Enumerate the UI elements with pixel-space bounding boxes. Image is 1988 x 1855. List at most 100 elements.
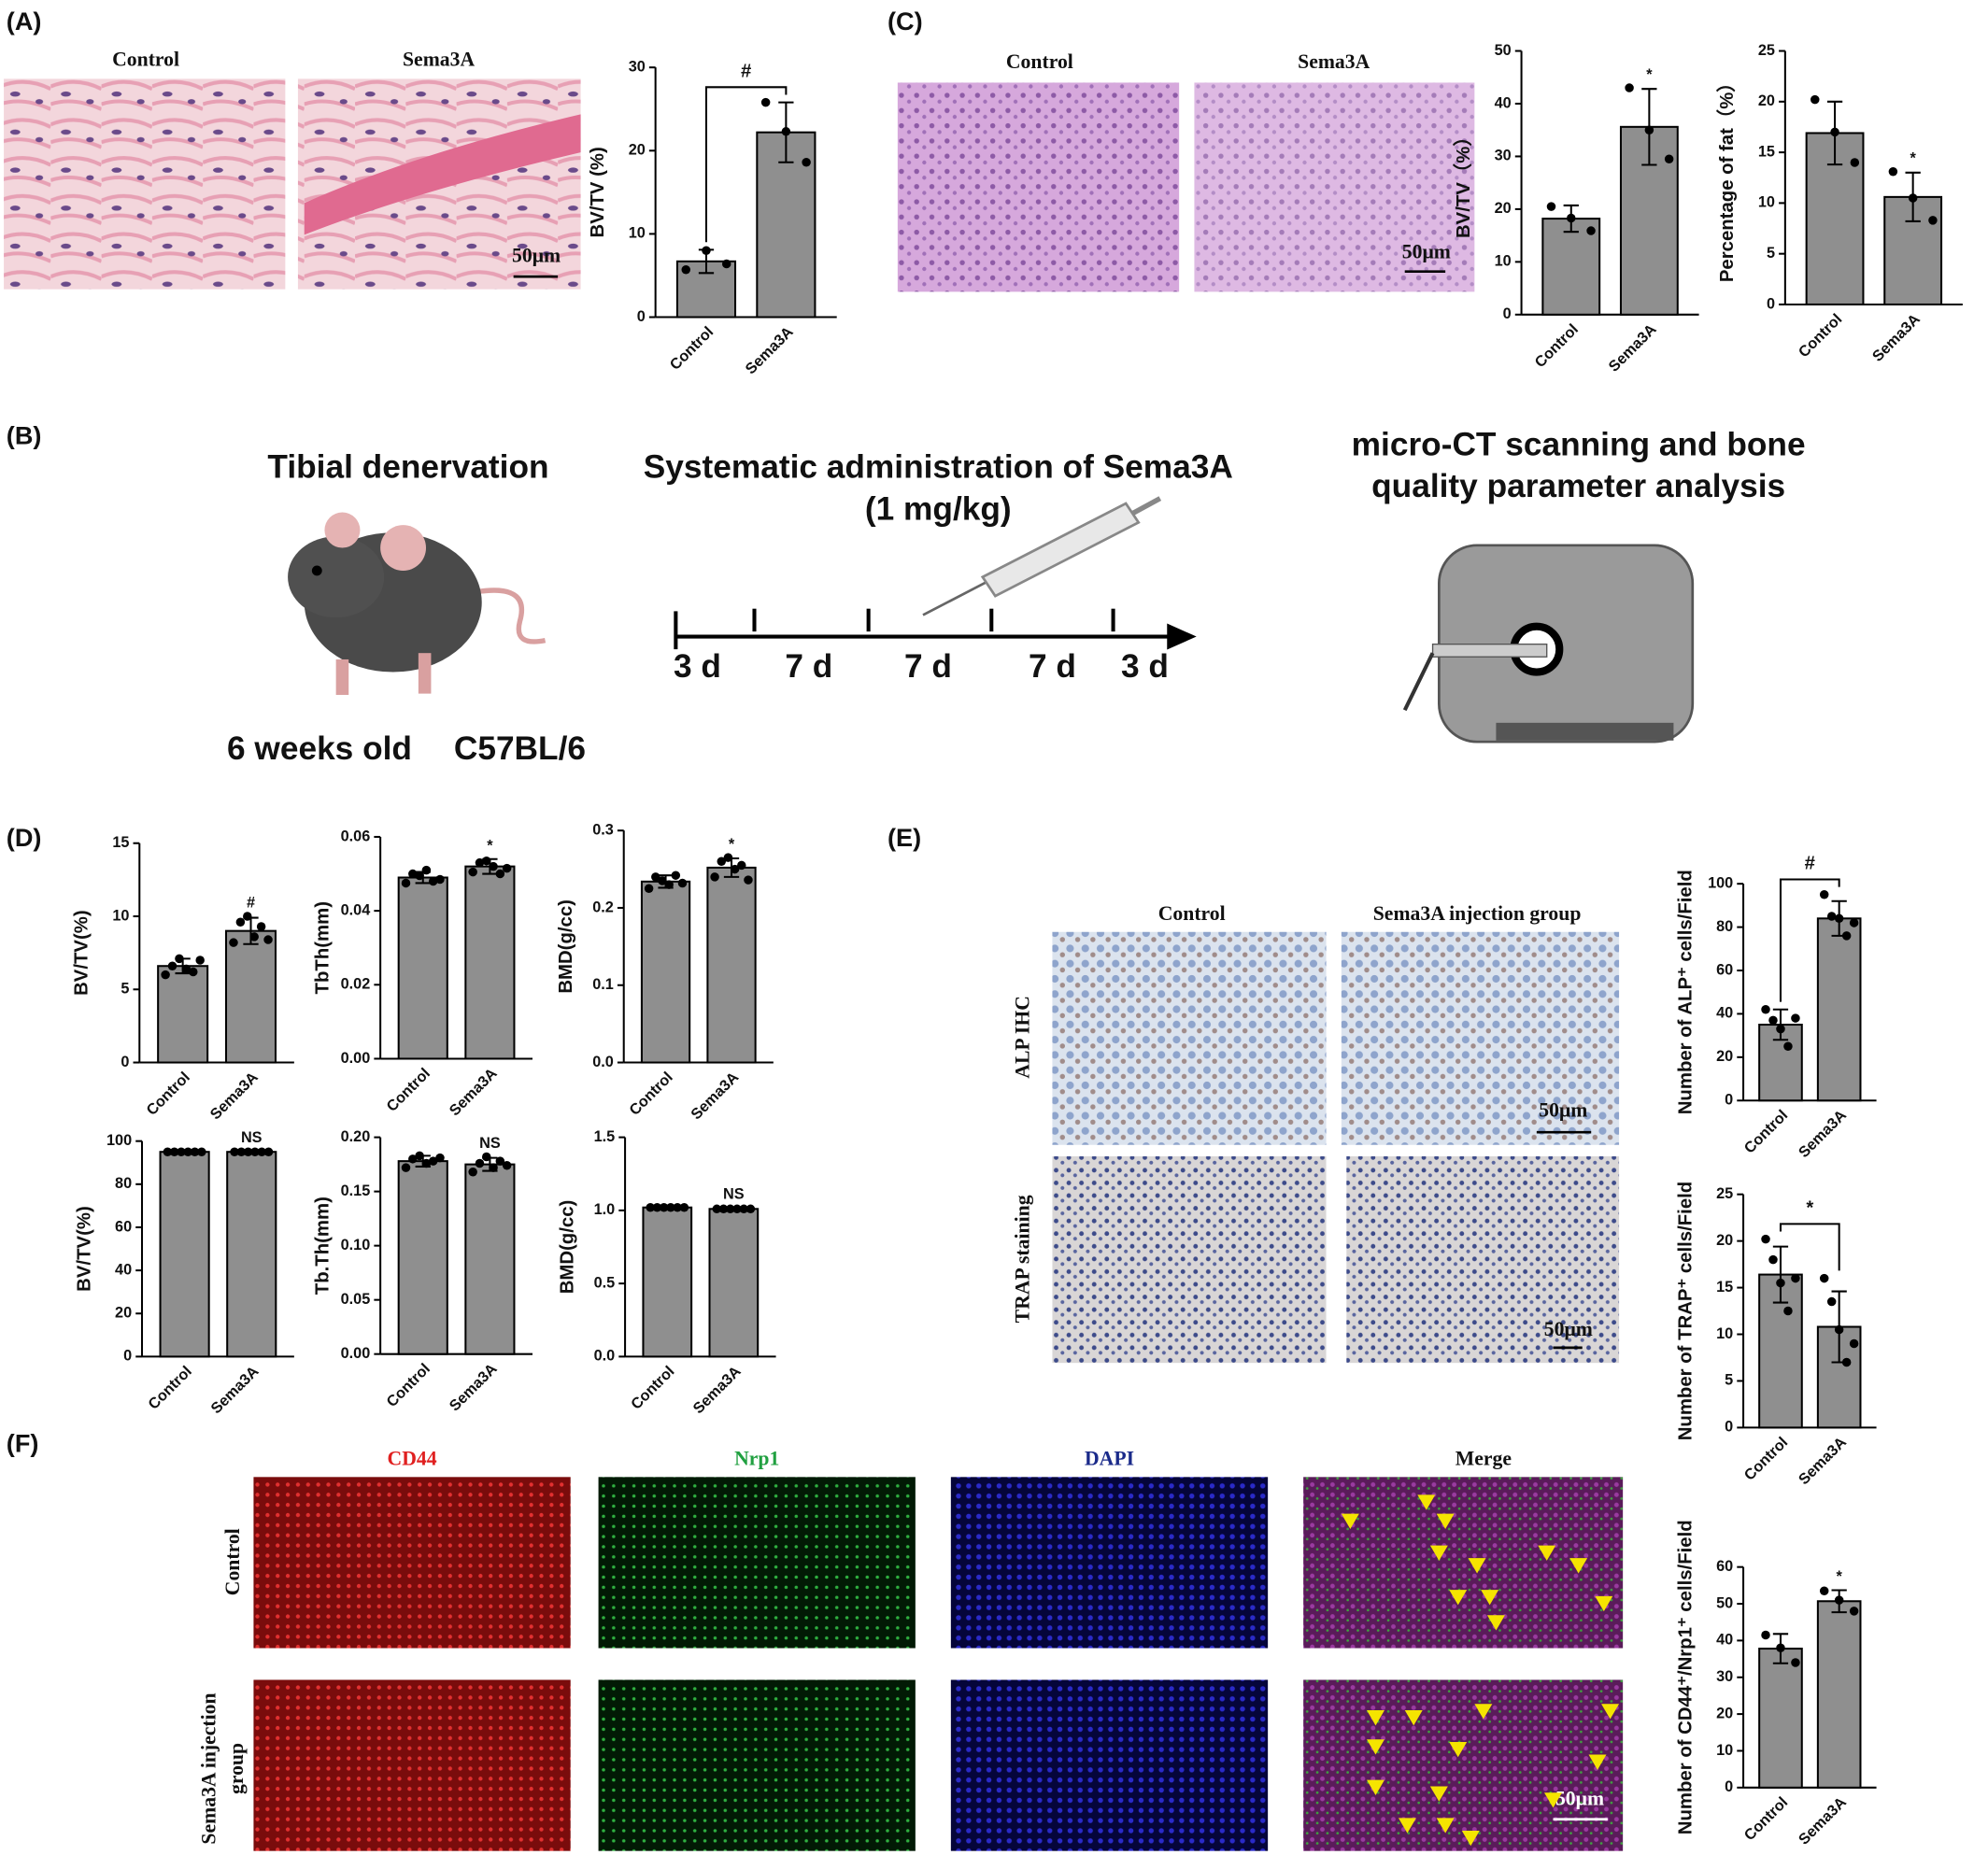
data-point (723, 853, 733, 862)
bar (159, 1151, 210, 1358)
data-point (781, 127, 791, 136)
y-tick-label: 50 (1716, 1594, 1733, 1611)
y-tick-label: 15 (1758, 143, 1775, 160)
data-point (1776, 1278, 1785, 1288)
y-tick-label: 25 (1716, 1185, 1733, 1202)
data-point (717, 857, 727, 867)
data-point (802, 158, 811, 167)
data-point (235, 917, 246, 928)
y-tick-label: 0 (121, 1054, 129, 1070)
significance: * (1910, 149, 1916, 166)
y-axis-label: Number of ALP⁺ cells/Field (1675, 870, 1696, 1114)
bar (397, 876, 448, 1060)
arrowhead (1429, 1545, 1448, 1561)
data-point (673, 1202, 682, 1212)
y-tick-label: 15 (112, 834, 129, 851)
y-tick-label: 0.3 (592, 821, 614, 838)
error-bar (1772, 1245, 1789, 1304)
data-point (1664, 154, 1674, 164)
y-tick-label: 40 (1716, 1005, 1733, 1022)
data-point (243, 1147, 253, 1156)
data-point (1768, 1254, 1778, 1265)
x-tick-label: Control (143, 1069, 193, 1119)
data-point (263, 1147, 274, 1156)
arrowhead (1436, 1513, 1455, 1529)
y-tick-label: 10 (1716, 1742, 1733, 1759)
bar (157, 965, 209, 1064)
data-point (475, 1158, 485, 1168)
micrograph (1341, 931, 1620, 1145)
y-tick-label: 40 (115, 1261, 132, 1278)
data-point (681, 264, 690, 275)
y-tick-label: 60 (1716, 1558, 1733, 1575)
y-tick-label: 5 (1725, 1372, 1733, 1389)
data-point (230, 1147, 239, 1156)
y-tick-label: 10 (1495, 253, 1512, 270)
y-tick-label: 0 (637, 308, 646, 325)
micrograph (253, 1679, 571, 1851)
data-point (1834, 913, 1844, 924)
bar (706, 866, 757, 1064)
label: Tibial denervation (267, 449, 548, 486)
data-point (1644, 125, 1654, 135)
data-point (421, 865, 432, 875)
x-tick-label: Sema3A (1796, 1793, 1850, 1848)
label: 50μm (1402, 241, 1451, 263)
data-point (482, 856, 491, 866)
data-point (181, 964, 192, 974)
arrowhead (1481, 1590, 1499, 1606)
data-point (1761, 1630, 1770, 1640)
data-point (664, 880, 674, 889)
arrowhead (1417, 1494, 1436, 1510)
data-point (1810, 94, 1820, 105)
y-tick-label: 0 (1725, 1419, 1733, 1436)
y-tick-label: 0.06 (341, 828, 371, 844)
data-point (401, 878, 411, 888)
arrowhead (1595, 1595, 1613, 1612)
timeline (674, 608, 1197, 650)
y-axis-label: BV/TV (%) (588, 147, 608, 237)
data-point (475, 857, 485, 868)
bar (464, 1163, 516, 1355)
data-point (1768, 1015, 1778, 1026)
label: group (225, 1743, 248, 1794)
bracket (1779, 878, 1840, 1002)
y-tick-label: 20 (1716, 1232, 1733, 1249)
data-point (415, 1151, 424, 1161)
y-tick-label: 10 (1758, 194, 1775, 211)
label: 50μm (512, 245, 561, 267)
y-tick-label: 40 (1495, 94, 1512, 111)
label: ALP IHC (1012, 996, 1034, 1079)
x-tick-label: Sema3A (1869, 310, 1924, 364)
data-point (250, 1147, 260, 1156)
y-tick-label: 20 (1495, 200, 1512, 217)
arrowhead (1544, 1792, 1562, 1808)
bar (226, 1151, 277, 1358)
data-point (428, 1156, 438, 1166)
significance: NS (723, 1185, 745, 1202)
y-tick-label: 100 (1708, 874, 1733, 891)
arrowhead (1588, 1754, 1607, 1770)
data-point (495, 1156, 505, 1166)
label: (B) (7, 421, 42, 450)
label: Nrp1 (734, 1448, 779, 1470)
y-tick-label: 0.1 (592, 976, 614, 993)
bar (464, 865, 516, 1060)
y-tick-label: 0.04 (341, 901, 371, 918)
data-point (712, 1204, 722, 1214)
label: micro-CT scanning and bone (1352, 426, 1806, 462)
bar (708, 1208, 760, 1358)
micrograph (598, 1679, 916, 1851)
label: CD44 (388, 1448, 437, 1470)
micrographs (4, 78, 1624, 1851)
data-point (760, 97, 771, 107)
data-point (1819, 1586, 1829, 1596)
micrograph (1303, 1477, 1624, 1649)
x-tick-label: Sema3A (207, 1363, 262, 1417)
y-tick-label: 0.00 (341, 1345, 371, 1362)
data-point (1826, 912, 1837, 921)
arrowhead (1486, 1615, 1505, 1631)
y-tick-label: 0.00 (341, 1050, 371, 1067)
y-tick-label: 5 (121, 981, 129, 998)
